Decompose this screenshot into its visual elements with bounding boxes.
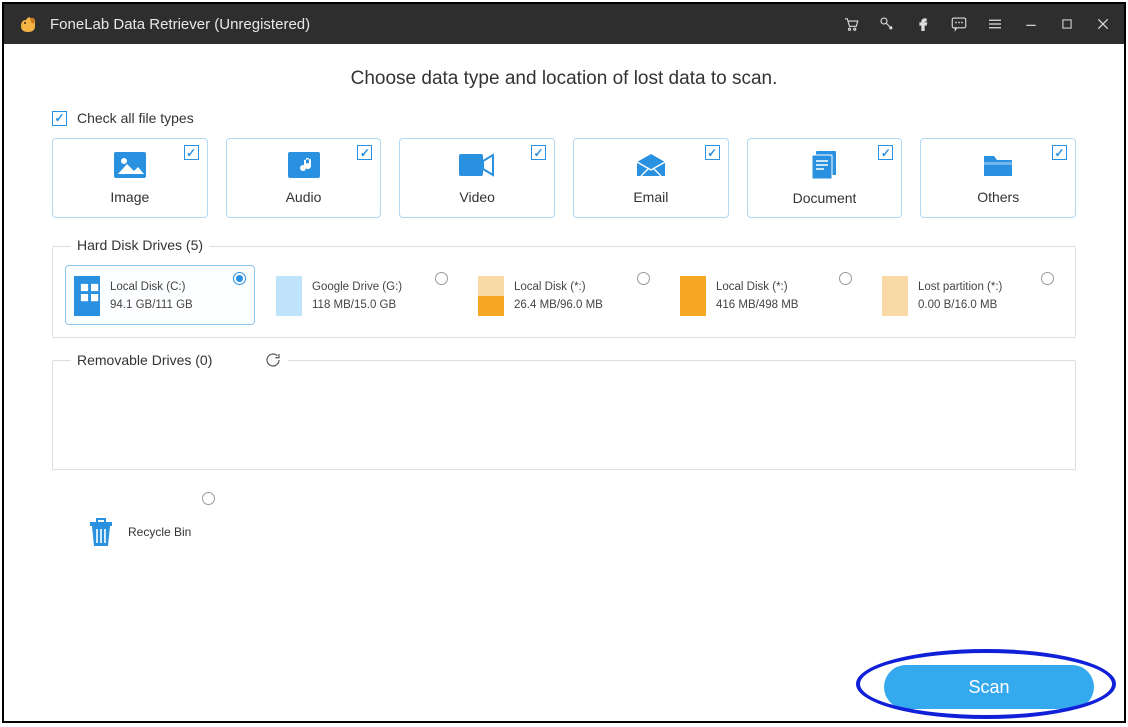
folder-icon	[982, 152, 1014, 183]
type-checkbox-audio[interactable]	[357, 145, 372, 160]
titlebar-controls	[842, 15, 1112, 33]
app-window: FoneLab Data Retriever (Unregistered)	[2, 2, 1126, 723]
drive-icon	[276, 276, 302, 316]
removable-section-label: Removable Drives (0)	[71, 351, 288, 369]
refresh-icon[interactable]	[264, 351, 282, 369]
drive-card-g[interactable]: Google Drive (G:) 118 MB/15.0 GB	[267, 265, 457, 325]
minimize-icon[interactable]	[1022, 15, 1040, 33]
recycle-bin-icon	[88, 516, 114, 548]
drive-icon	[478, 276, 504, 316]
scan-button[interactable]: Scan	[884, 665, 1094, 709]
maximize-icon[interactable]	[1058, 15, 1076, 33]
check-all-row[interactable]: Check all file types	[52, 110, 1076, 126]
page-heading: Choose data type and location of lost da…	[52, 68, 1076, 90]
drive-radio[interactable]	[435, 272, 448, 285]
drive-card-c[interactable]: Local Disk (C:) 94.1 GB/111 GB	[65, 265, 255, 325]
drive-icon	[680, 276, 706, 316]
removable-section: Removable Drives (0)	[52, 360, 1076, 470]
image-icon	[114, 152, 146, 183]
file-type-grid: Image Audio Video Em	[52, 138, 1076, 218]
type-card-others[interactable]: Others	[920, 138, 1076, 218]
type-label: Image	[110, 189, 149, 205]
type-checkbox-email[interactable]	[705, 145, 720, 160]
window-title: FoneLab Data Retriever (Unregistered)	[50, 16, 842, 33]
key-icon[interactable]	[878, 15, 896, 33]
document-icon	[810, 151, 840, 184]
video-icon	[459, 152, 495, 183]
drive-radio[interactable]	[839, 272, 852, 285]
drive-info: Local Disk (*:) 26.4 MB/96.0 MB	[514, 278, 603, 315]
recycle-radio[interactable]	[202, 492, 215, 505]
scan-button-wrap: Scan	[884, 665, 1094, 709]
feedback-icon[interactable]	[950, 15, 968, 33]
drive-card-local-2[interactable]: Local Disk (*:) 416 MB/498 MB	[671, 265, 861, 325]
drive-radio[interactable]	[233, 272, 246, 285]
close-icon[interactable]	[1094, 15, 1112, 33]
type-label: Document	[793, 190, 857, 206]
drive-radio[interactable]	[1041, 272, 1054, 285]
type-checkbox-video[interactable]	[531, 145, 546, 160]
type-card-video[interactable]: Video	[399, 138, 555, 218]
type-label: Audio	[286, 189, 322, 205]
check-all-label: Check all file types	[77, 110, 194, 126]
email-icon	[635, 152, 667, 183]
type-checkbox-image[interactable]	[184, 145, 199, 160]
drive-info: Local Disk (C:) 94.1 GB/111 GB	[110, 278, 193, 315]
titlebar: FoneLab Data Retriever (Unregistered)	[4, 4, 1124, 44]
type-label: Video	[459, 189, 495, 205]
type-checkbox-others[interactable]	[1052, 145, 1067, 160]
recycle-label: Recycle Bin	[128, 525, 191, 539]
audio-icon	[288, 152, 320, 183]
recycle-row[interactable]: Recycle Bin	[88, 516, 1076, 548]
cart-icon[interactable]	[842, 15, 860, 33]
type-card-image[interactable]: Image	[52, 138, 208, 218]
drive-radio[interactable]	[637, 272, 650, 285]
drive-icon	[74, 276, 100, 316]
type-card-email[interactable]: Email	[573, 138, 729, 218]
type-label: Email	[633, 189, 668, 205]
type-card-document[interactable]: Document	[747, 138, 903, 218]
drive-card-lost[interactable]: Lost partition (*:) 0.00 B/16.0 MB	[873, 265, 1063, 325]
drive-info: Lost partition (*:) 0.00 B/16.0 MB	[918, 278, 1002, 315]
hdd-section-label: Hard Disk Drives (5)	[71, 237, 209, 253]
drive-icon	[882, 276, 908, 316]
hdd-section: Hard Disk Drives (5) Local Disk (C:) 94.…	[52, 246, 1076, 338]
type-label: Others	[977, 189, 1019, 205]
drive-card-local-1[interactable]: Local Disk (*:) 26.4 MB/96.0 MB	[469, 265, 659, 325]
type-checkbox-document[interactable]	[878, 145, 893, 160]
recycle-area: Recycle Bin	[70, 492, 1076, 548]
drive-info: Google Drive (G:) 118 MB/15.0 GB	[312, 278, 402, 315]
menu-icon[interactable]	[986, 15, 1004, 33]
main-content: Choose data type and location of lost da…	[4, 44, 1124, 558]
app-logo-icon	[16, 12, 40, 36]
facebook-icon[interactable]	[914, 15, 932, 33]
hdd-drive-list: Local Disk (C:) 94.1 GB/111 GB Google Dr…	[65, 265, 1063, 325]
drive-info: Local Disk (*:) 416 MB/498 MB	[716, 278, 798, 315]
type-card-audio[interactable]: Audio	[226, 138, 382, 218]
check-all-checkbox[interactable]	[52, 111, 67, 126]
